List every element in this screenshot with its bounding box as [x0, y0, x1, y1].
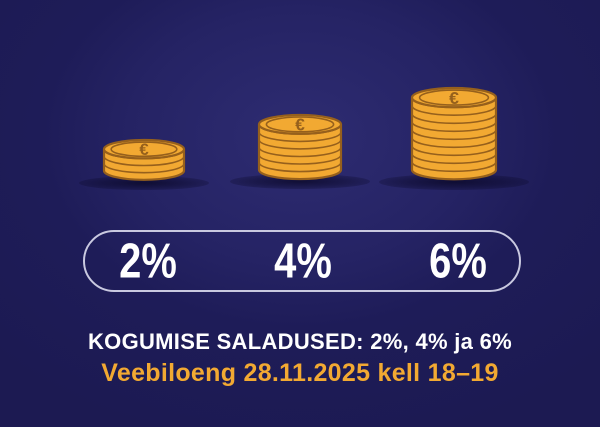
- svg-text:€: €: [139, 140, 149, 159]
- svg-text:€: €: [449, 88, 459, 108]
- svg-text:€: €: [295, 115, 305, 135]
